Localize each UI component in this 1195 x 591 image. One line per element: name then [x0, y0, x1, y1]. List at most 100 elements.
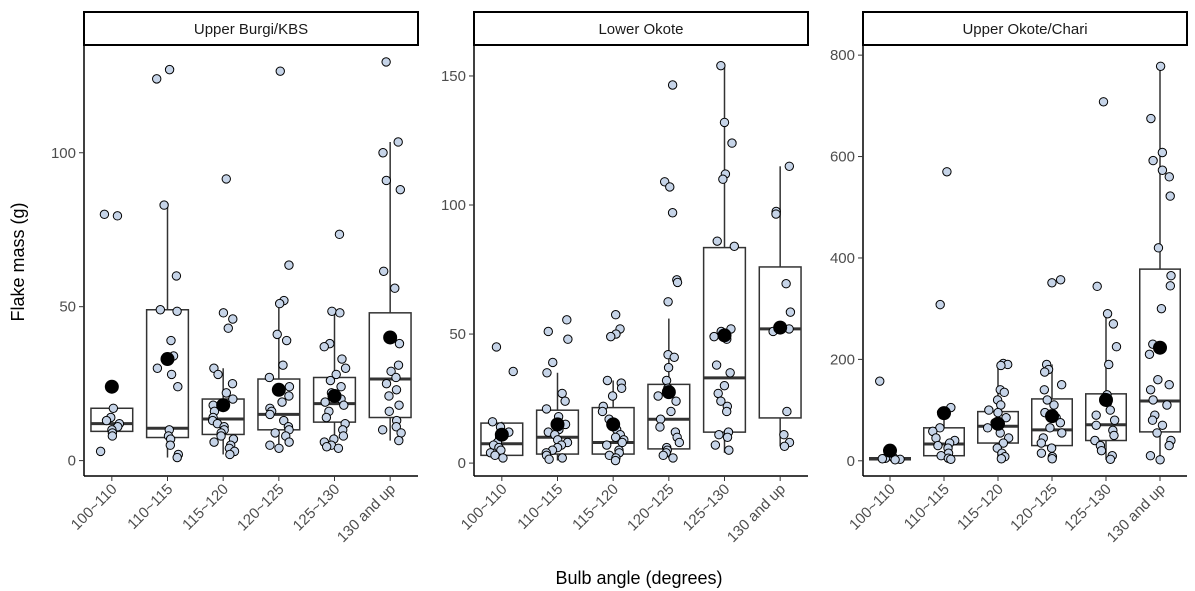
- data-point: [328, 307, 336, 315]
- data-point: [226, 450, 234, 458]
- x-tick-label: 130 and up: [1104, 481, 1169, 546]
- data-point: [717, 61, 725, 69]
- mean-marker: [272, 383, 286, 397]
- data-point: [1110, 416, 1118, 424]
- data-point: [1000, 388, 1008, 396]
- mean-marker: [495, 428, 509, 442]
- box-group: [924, 168, 965, 464]
- box-group: [1032, 276, 1073, 463]
- data-point: [167, 336, 175, 344]
- data-point: [156, 306, 164, 314]
- data-point: [1103, 310, 1111, 318]
- data-point: [1056, 276, 1064, 284]
- data-point: [153, 75, 161, 83]
- data-point: [395, 339, 403, 347]
- data-point: [782, 280, 790, 288]
- data-point: [542, 405, 550, 413]
- data-point: [783, 407, 791, 415]
- data-point: [785, 162, 793, 170]
- data-point: [720, 118, 728, 126]
- x-tick-label: 125~130: [680, 481, 734, 535]
- data-point: [382, 379, 390, 387]
- data-point: [1154, 244, 1162, 252]
- data-point: [335, 230, 343, 238]
- mean-marker: [1045, 409, 1059, 423]
- y-tick-label: 800: [830, 47, 855, 64]
- data-point: [1148, 416, 1156, 424]
- x-tick-label: 100~110: [68, 481, 121, 534]
- data-point: [997, 455, 1005, 463]
- data-point: [598, 407, 606, 415]
- box-group: [648, 81, 690, 462]
- box-group: [704, 61, 746, 454]
- data-point: [608, 392, 616, 400]
- y-tick-label: 50: [59, 299, 76, 316]
- x-tick-label: 115~120: [954, 481, 1007, 534]
- mean-marker: [216, 398, 230, 412]
- data-point: [278, 398, 286, 406]
- data-point: [276, 67, 284, 75]
- data-point: [222, 389, 230, 397]
- data-point: [153, 364, 161, 372]
- mean-marker: [937, 406, 951, 420]
- data-point: [1158, 166, 1166, 174]
- x-tick-label: 110~115: [901, 481, 953, 533]
- data-point: [1166, 192, 1174, 200]
- data-point: [337, 383, 345, 391]
- y-tick-label: 150: [441, 68, 466, 85]
- data-point: [273, 330, 281, 338]
- data-point: [1037, 449, 1045, 457]
- x-tick-label: 100~110: [846, 481, 899, 534]
- data-point: [396, 185, 404, 193]
- data-point: [392, 386, 400, 394]
- y-tick-label: 50: [449, 326, 466, 343]
- data-point: [563, 316, 571, 324]
- x-tick-label: 130 and up: [334, 481, 399, 546]
- data-point: [725, 446, 733, 454]
- panel-title: Upper Burgi/KBS: [194, 21, 308, 38]
- data-point: [224, 324, 232, 332]
- data-point: [1037, 439, 1045, 447]
- data-point: [320, 343, 328, 351]
- data-point: [271, 429, 279, 437]
- data-point: [1048, 279, 1056, 287]
- data-point: [1110, 431, 1118, 439]
- data-point: [109, 404, 117, 412]
- box-iqr: [369, 313, 411, 418]
- data-point: [715, 431, 723, 439]
- data-point: [229, 315, 237, 323]
- data-point: [285, 383, 293, 391]
- box-group: [147, 65, 189, 461]
- data-point: [1046, 424, 1054, 432]
- x-tick-label: 110~115: [514, 481, 566, 533]
- data-point: [322, 413, 330, 421]
- data-point: [172, 272, 180, 280]
- data-point: [382, 176, 390, 184]
- data-point: [321, 398, 329, 406]
- data-point: [395, 401, 403, 409]
- mean-marker: [606, 417, 620, 431]
- data-point: [217, 432, 225, 440]
- data-point: [664, 298, 672, 306]
- box-group: [1140, 62, 1181, 464]
- box-group: [592, 310, 634, 464]
- data-point: [780, 431, 788, 439]
- data-point: [780, 442, 788, 450]
- box-group: [870, 377, 911, 464]
- data-point: [339, 432, 347, 440]
- data-point: [1092, 411, 1100, 419]
- data-point: [932, 434, 940, 442]
- data-point: [165, 65, 173, 73]
- data-point: [341, 364, 349, 372]
- data-point: [228, 379, 236, 387]
- box-group: [481, 343, 523, 462]
- data-point: [1106, 455, 1114, 463]
- data-point: [173, 307, 181, 315]
- data-point: [728, 139, 736, 147]
- x-axis-title: Bulb angle (degrees): [555, 568, 722, 588]
- data-point: [659, 451, 667, 459]
- data-point: [391, 284, 399, 292]
- data-point: [558, 454, 566, 462]
- y-tick-label: 0: [458, 455, 466, 472]
